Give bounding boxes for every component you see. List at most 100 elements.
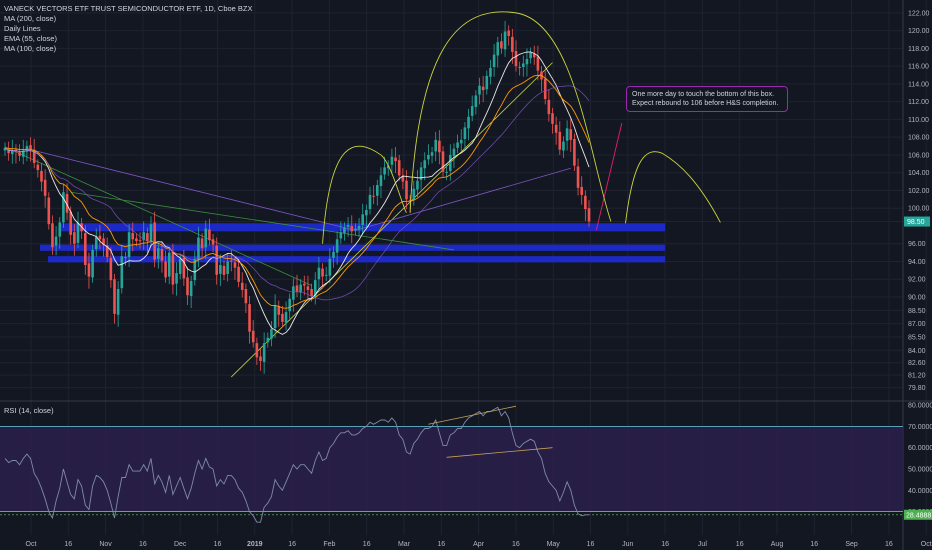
annotation-note[interactable]: One more day to touch the bottom of this… [626,86,788,112]
rsi-last-badge [904,509,932,520]
rsi-tick-label: 80.0000 [908,403,932,410]
candle-body [193,258,197,281]
time-tick-label: 16 [512,541,520,548]
candle-body [146,233,149,242]
candle-body [149,224,153,242]
candle-body [511,36,514,52]
candle-body [178,258,182,274]
rsi-support-line [446,447,553,458]
candle-body [412,188,416,201]
rsi-tick-label: 70.0000 [908,424,932,431]
candle-body [164,261,167,278]
candle-body [40,170,43,182]
candle-body [113,279,116,314]
candle-body [270,328,273,339]
candle-body [186,277,189,296]
left-shoulder-curve [322,145,407,244]
candle-body [208,229,211,241]
candle-body [463,127,467,139]
ma-line-purple [4,85,590,301]
trendline-purple-2 [355,167,571,231]
last-price-badge [904,216,930,227]
price-tick-label: 108.00 [908,135,930,142]
price-tick-label: 92.00 [908,277,926,284]
candle-body [514,51,518,67]
time-tick-label: Jul [698,541,707,548]
candle-body [474,95,478,107]
candle-body [558,131,562,150]
candle-body [73,232,76,244]
candle-body [292,286,295,300]
time-tick-label: 16 [661,541,669,548]
time-tick-label: 16 [139,541,147,548]
price-tick-label: 112.00 [908,99,929,106]
candle-body [565,128,569,141]
candle-body [569,129,573,140]
candle-body [328,258,332,276]
trendline-green-2 [70,191,455,251]
candle-body [518,67,521,69]
candle-body [401,176,405,182]
candle-body [372,195,375,197]
price-tick-label: 85.50 [908,334,926,341]
candle-body [51,223,54,248]
candle-body [485,75,489,90]
candle-body [532,53,536,58]
candle-body [386,165,390,169]
time-tick-label: 16 [587,541,595,548]
candle-body [255,343,259,358]
candle-body [248,304,251,332]
candle-body [240,282,244,290]
price-tick-label: 84.00 [908,348,926,355]
price-tick-label: 104.00 [908,170,930,177]
candle-body [204,228,208,248]
rsi-legend: RSI (14, close) [4,406,54,415]
candle-body [259,356,262,361]
candle-body [335,239,339,253]
candle-body [423,160,427,169]
time-tick-label: 16 [437,541,445,548]
ma-line-white [4,51,590,335]
time-tick-label: 16 [288,541,296,548]
price-tick-label: 102.00 [908,188,930,195]
candle-body [536,56,540,71]
last-price-label: 98.50 [907,219,925,226]
candle-body [467,116,470,129]
candle-body [438,140,441,153]
candle-body [244,289,248,304]
candle-body [397,160,401,176]
candle-body [573,138,576,166]
candle-body [25,146,29,152]
candle-body [317,267,321,280]
rsi-overbought-oversold-band [0,426,903,512]
candle-body [230,260,233,262]
candle-body [124,257,127,259]
time-tick-label: May [547,541,561,548]
candle-body [7,149,10,154]
candle-body [153,222,156,260]
candle-body [105,245,109,258]
price-axis: 122.00 120.00 118.00 116.00 114.00 112.00 110.… [904,10,930,392]
projection-line [595,122,623,231]
rsi-line [4,406,589,523]
candle-body [182,257,186,279]
candle-body [383,167,386,175]
candle-body [456,142,459,148]
time-tick-label: Apr [473,541,485,548]
legend-title: VANECK VECTORS ETF TRUST SEMICONDUCTOR E… [4,4,253,13]
candle-body [94,236,98,250]
candle-body [277,305,281,315]
candle-body [324,274,328,276]
candle-body [84,233,87,266]
head-and-shoulders-drawing [322,11,721,244]
candle-body [43,179,47,196]
candle-body [503,31,507,50]
candle-body [368,194,372,210]
legend-line-daily: Daily Lines [4,24,41,33]
candle-body [87,263,91,277]
candle-body [142,232,145,241]
time-tick-label: 16 [885,541,893,548]
candle-body [222,265,226,275]
price-tick-label: 79.80 [908,385,926,392]
time-tick-label: Dec [174,541,187,548]
